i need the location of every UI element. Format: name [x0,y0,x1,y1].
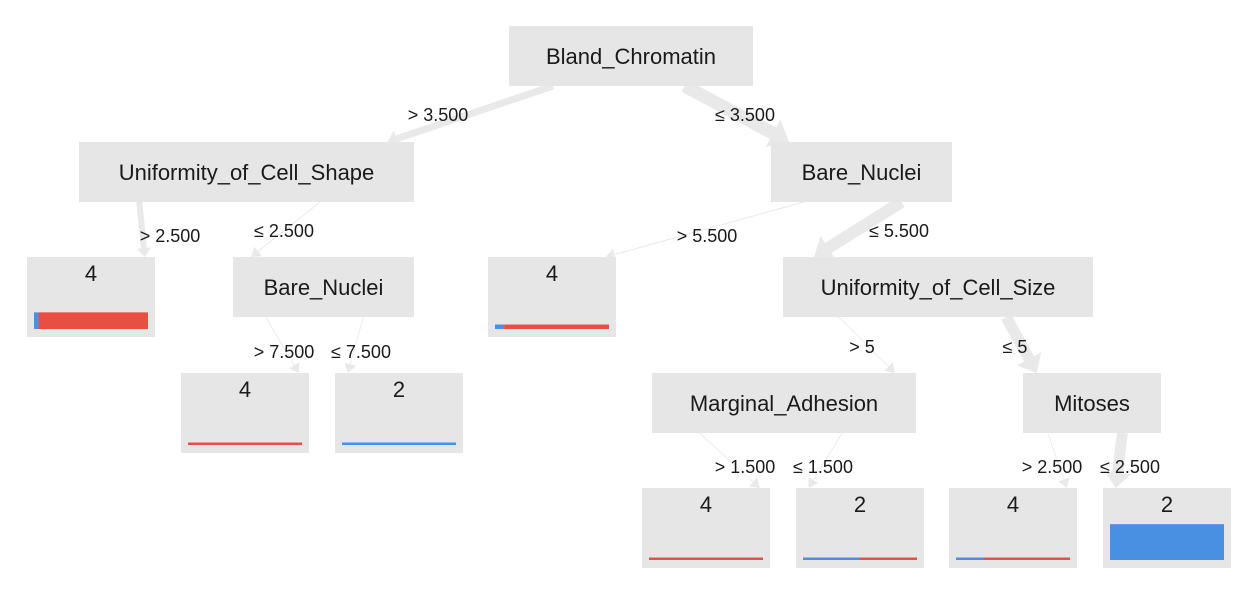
edge-condition-label: > 2.500 [1022,457,1083,477]
edge-condition-label: > 7.500 [254,342,315,362]
split-node-uniformity-of-cell-shape: Uniformity_of_Cell_Shape [79,142,414,202]
tree-edge-arrowhead [251,246,262,257]
node-box [509,26,753,86]
node-box [1023,373,1161,433]
edge-condition-label: > 1.500 [715,457,776,477]
split-node-mitoses: Mitoses [1023,373,1161,433]
node-feature-label: Bare_Nuclei [802,160,922,185]
class-2-share-bar [34,312,39,329]
tree-edge-arrowhead [1017,352,1042,373]
leaf-class-label: 2 [854,492,866,517]
split-node-bland-chromatin: Bland_Chromatin [509,26,753,86]
leaf-node: 2 [796,488,924,568]
leaf-node: 4 [949,488,1077,568]
tree-edge [395,82,555,143]
tree-edge-arrowhead [814,235,836,261]
tree-edge-arrowhead [765,119,790,148]
leaf-class-label: 4 [546,261,558,286]
edge-condition-label: > 5.500 [677,226,738,246]
leaf-node: 4 [488,257,616,337]
node-box [652,373,916,433]
leaf-node: 2 [1103,488,1231,568]
tree-edge [614,201,804,256]
leaf-node: 4 [642,488,770,568]
tree-edge-arrowhead [289,362,300,373]
node-feature-label: Uniformity_of_Cell_Shape [119,160,375,185]
tree-edge [136,201,147,249]
split-node-uniformity-of-cell-size: Uniformity_of_Cell_Size [783,257,1093,317]
leaf-class-label: 4 [700,492,712,517]
leaf-node: 4 [181,373,309,453]
tree-edge [1112,432,1128,474]
class-4-share-bar [38,312,149,329]
class-4-share-bar [504,324,609,329]
node-feature-label: Bland_Chromatin [546,44,716,69]
tree-edge [838,316,889,367]
node-box [796,488,924,568]
tree-edge-arrowhead [884,362,895,373]
node-box [335,373,463,453]
tree-edge [825,196,905,254]
node-feature-label: Marginal_Adhesion [690,391,878,416]
edge-condition-label: ≤ 3.500 [715,105,775,125]
leaf-node: 2 [335,373,463,453]
class-2-share-bar [956,557,985,560]
split-node-marginal-adhesion: Marginal_Adhesion [652,373,916,433]
edge-condition-label: > 3.500 [408,105,469,125]
tree-edge [1001,314,1035,362]
class-4-share-bar [860,557,917,560]
class-2-share-bar [495,324,505,329]
class-2-share-bar [1110,524,1224,560]
edge-condition-label: ≤ 7.500 [331,342,391,362]
edge-condition-label: ≤ 1.500 [793,457,853,477]
leaf-class-label: 2 [1161,492,1173,517]
tree-edge [681,80,777,140]
edge-condition-label: ≤ 2.500 [254,221,314,241]
node-box [79,142,414,202]
tree-edge-arrowhead [749,477,760,488]
edge-condition-label: > 2.500 [140,226,201,246]
node-box [771,142,952,202]
leaf-node: 4 [27,257,155,337]
class-4-share-bar [984,557,1070,560]
leaf-class-label: 4 [239,377,251,402]
leaf-class-label: 4 [85,261,97,286]
node-box [181,373,309,453]
node-feature-label: Mitoses [1054,391,1130,416]
tree-edge [349,316,364,365]
tree-edge [265,316,295,366]
tree-edge [699,432,754,483]
split-node-bare-nuclei: Bare_Nuclei [771,142,952,202]
leaf-class-label: 4 [1007,492,1019,517]
edge-condition-label: ≤ 5 [1003,337,1028,357]
tree-edge-labels: > 3.500 ≤ 3.500 > 2.500 ≤ 2.500 > 5.500 ≤ 5.5… [140,105,1160,477]
split-node-bare-nuclei: Bare_Nuclei [233,257,414,317]
class-4-share-bar [649,557,763,560]
tree-edge [257,201,321,252]
edge-condition-label: ≤ 5.500 [869,221,929,241]
edge-condition-label: > 5 [849,337,875,357]
tree-edge [813,432,843,481]
tree-edge-arrowhead [1058,477,1070,488]
tree-edge [1047,432,1065,480]
tree-edge-arrowhead [808,477,819,488]
class-2-share-bar [803,557,860,560]
node-box [488,257,616,337]
node-feature-label: Uniformity_of_Cell_Size [821,275,1056,300]
node-box [949,488,1077,568]
tree-edge-arrowhead [344,362,356,373]
class-2-share-bar [342,442,456,445]
node-box [783,257,1093,317]
node-box [642,488,770,568]
tree-nodes: Bland_Chromatin Uniformity_of_Cell_Shape B… [27,26,1231,568]
tree-edge-arrowhead [136,247,152,257]
tree-edge-arrowhead [1104,471,1131,488]
class-4-share-bar [188,442,302,445]
tree-edges [136,80,1131,488]
node-feature-label: Bare_Nuclei [264,275,384,300]
node-box [233,257,414,317]
edge-condition-label: ≤ 2.500 [1100,457,1160,477]
leaf-class-label: 2 [393,377,405,402]
